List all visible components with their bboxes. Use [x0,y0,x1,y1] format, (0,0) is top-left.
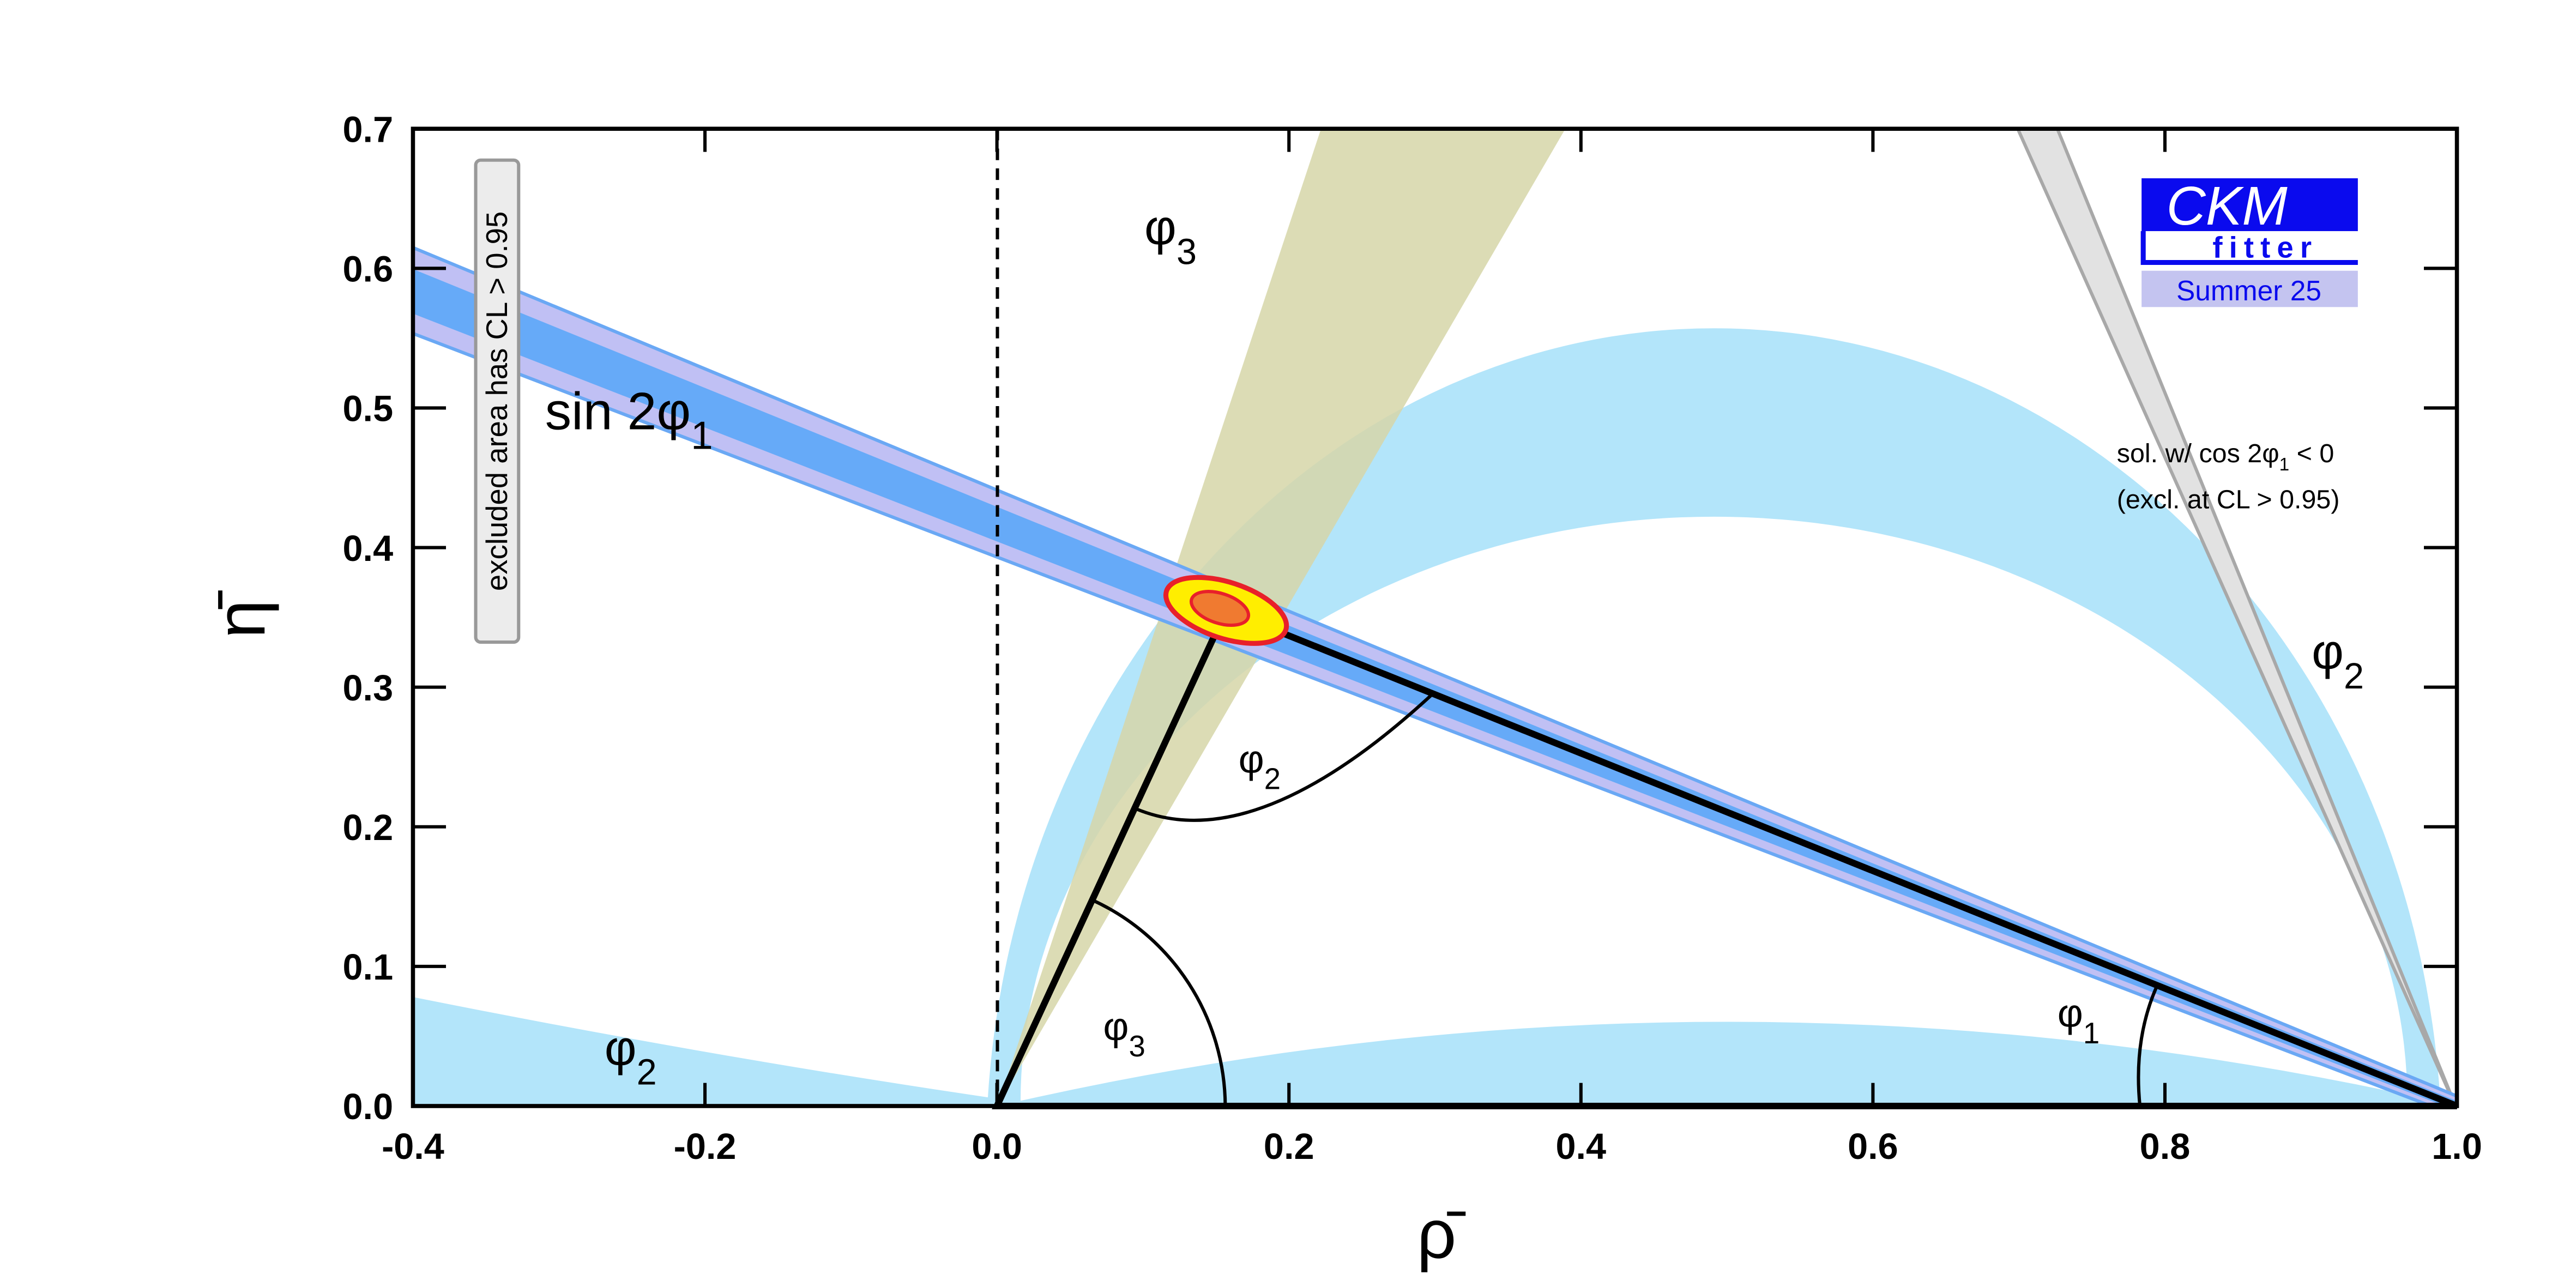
annotation-text: φ [1144,200,1177,255]
phi2-band [987,328,2441,1103]
x-tick-label: 0.4 [1556,1127,1607,1167]
annotation-sub: 1 [2279,455,2290,475]
phi2-band [413,997,998,1106]
y-tick-label: 0.2 [343,808,394,848]
annotation: φ2 [2312,624,2364,696]
annotation-sub: 2 [2344,656,2364,697]
annotation: φ2 [1239,737,1281,795]
annotation: φ3 [1103,1005,1145,1063]
annotation-sub: 2 [637,1053,657,1093]
annotation-sub: 1 [691,414,713,458]
logo-edition: Summer 25 [2176,275,2321,306]
annotation-text: sin 2φ [545,381,691,440]
apex-core [1190,590,1251,627]
logo-box [2141,178,2358,231]
x-tick-label: 1.0 [2432,1127,2482,1167]
angle-arc [1090,898,1227,1107]
phi2-band [997,1022,2457,1106]
note-box [474,158,521,644]
annotation-text: sol. w/ cos 2φ [2117,439,2279,468]
annotation-sub: 3 [1177,232,1197,273]
gray-band [2016,129,2457,1106]
annotation-text: < 0 [2289,439,2334,468]
y-tick-label: 0.5 [343,389,394,430]
y-tick-label: 0.4 [343,529,394,569]
angle-arc [2137,986,2158,1107]
annotation-text: φ [2058,992,2083,1036]
logo-line [2140,231,2358,265]
angle-arc [1135,692,1435,822]
annotation: φ1 [2058,992,2100,1050]
logo-subtitle: fitter [2212,231,2318,264]
y-tick-label: 0.3 [343,668,394,709]
x-tick-label: 0.8 [2140,1127,2191,1167]
annotation-text: φ [1239,737,1264,781]
y-tick-label: 0.1 [343,947,394,988]
ticks: -0.4 -0.2 0.0 0.2 0.4 0.6 0.8 1.0 0.0 0.1 0.2 0.3 0.… [343,110,2482,1167]
x-tick-label: -0.4 [382,1127,444,1167]
annotation: (excl. at CL > 0.95) [2117,485,2340,515]
x-tick-label: 0.6 [1848,1127,1898,1167]
annotation-text: φ [2312,624,2344,679]
y-tick-label: 0.0 [343,1087,394,1127]
sin2phi1-band [413,245,2457,1106]
annotation-sub: 1 [2083,1017,2100,1050]
x-tick-label: 0.0 [972,1127,1022,1167]
x-axis-label: ρ̄ [1417,1195,1466,1273]
logo-edition-box [2141,270,2358,307]
logo-title: CKM [2167,176,2288,237]
annotation: φ3 [1144,200,1197,272]
annotation: sin 2φ1 [545,381,713,457]
y-tick-label: 0.6 [343,250,394,290]
note-text: excluded area has CL > 0.95 [480,212,514,591]
y-tick-label: 0.7 [343,110,394,150]
annotation: φ2 [605,1020,657,1092]
annotation-sub: 2 [1264,763,1281,796]
y-axis-label: η̄ [202,590,279,638]
annotation: sol. w/ cos 2φ1 < 0 [2117,439,2334,475]
annotation-sub: 3 [1129,1030,1145,1063]
x-tick-label: 0.2 [1264,1127,1314,1167]
annotation-text: φ [1103,1005,1129,1049]
annotation-text: φ [605,1020,637,1075]
frame [411,126,2459,1108]
x-tick-label: -0.2 [674,1127,737,1167]
